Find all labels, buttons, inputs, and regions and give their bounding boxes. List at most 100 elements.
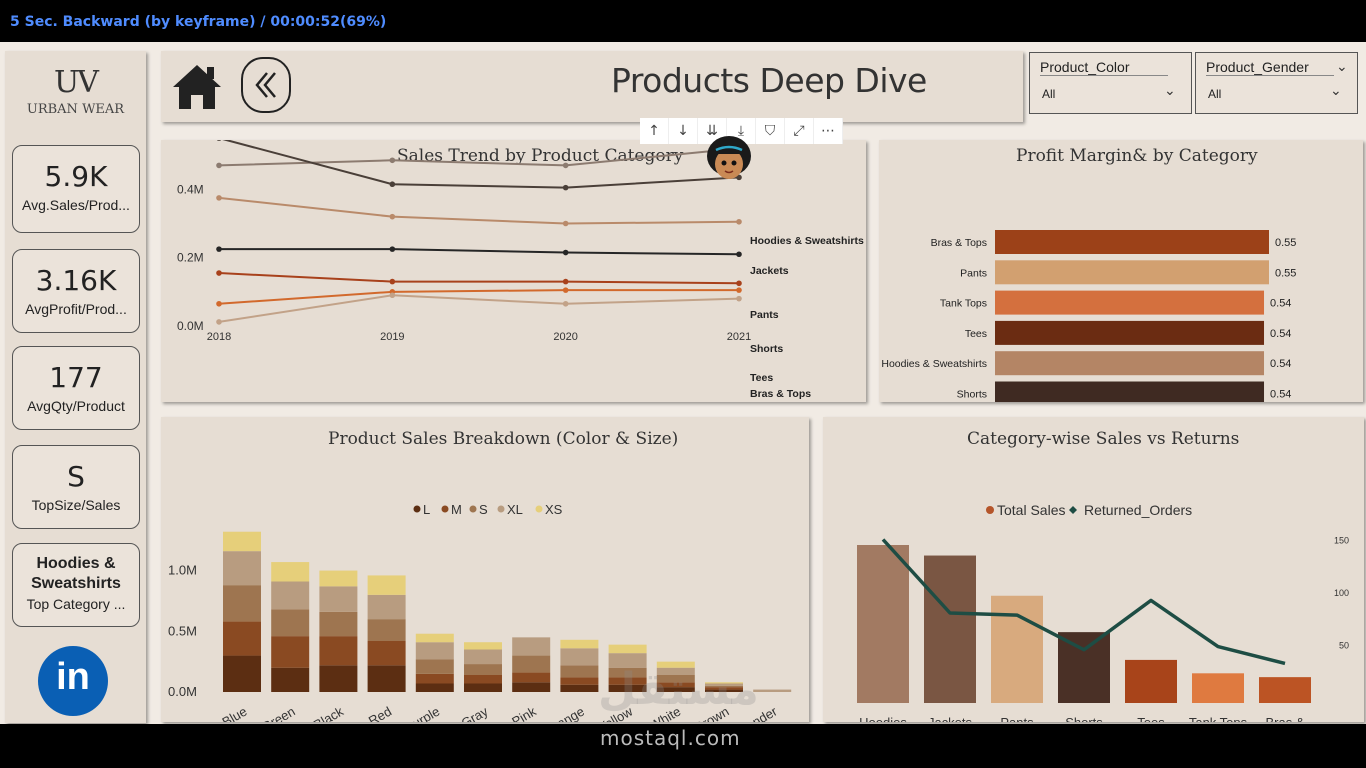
bar-segment xyxy=(415,633,454,643)
legend-marker xyxy=(413,505,421,513)
bar-segment xyxy=(656,687,695,692)
arrow-down-icon[interactable]: ↓ xyxy=(669,118,698,144)
kpi-label: Avg.Sales/Prod... xyxy=(22,197,130,213)
home-button[interactable] xyxy=(169,59,225,115)
legend-marker xyxy=(986,506,994,514)
data-point xyxy=(736,251,742,258)
slicer-product-color[interactable]: Product_Color All ⌄ xyxy=(1029,52,1192,114)
category-label: Tees xyxy=(965,328,987,340)
arrow-up-icon[interactable]: ↑ xyxy=(640,118,669,144)
bar-segment xyxy=(464,683,502,692)
brand-logo: UV URBAN WEAR xyxy=(5,65,146,117)
chevron-down-icon[interactable]: ⌄ xyxy=(1330,83,1342,99)
hbar-chart-profit-margin: Bras & Tops 0.55 Pants 0.55 Tank Tops 0.54 Tee… xyxy=(881,230,1296,402)
bar-segment xyxy=(705,682,743,684)
kpi-value: Hoodies & Sweatshirts xyxy=(31,555,121,592)
bar-segment xyxy=(560,648,599,666)
y-tick-label: 0.2M xyxy=(177,251,204,265)
data-label: 0.54 xyxy=(1270,298,1291,310)
kpi-card-avg-profit: 3.16K AvgProfit/Prod... xyxy=(12,249,140,333)
chevron-down-icon[interactable]: ⌄ xyxy=(1336,59,1348,75)
kpi-card-top-size: S TopSize/Sales xyxy=(12,445,140,529)
bar-segment xyxy=(512,655,551,673)
x-tick-label: Hoodies xyxy=(859,715,907,722)
legend-label: Returned_Orders xyxy=(1084,502,1192,518)
data-point xyxy=(216,162,222,169)
bar-segment xyxy=(656,667,695,675)
bar-segment xyxy=(271,562,310,582)
legend-label: M xyxy=(451,502,462,517)
player-bottom-bar xyxy=(0,724,1366,768)
x-tick-label: Black xyxy=(311,703,346,722)
bar-segment xyxy=(367,665,406,692)
watermark-arabic: مستقل xyxy=(598,664,759,715)
brand-logo-mark: UV xyxy=(54,65,99,100)
series-line xyxy=(218,294,740,323)
series-line xyxy=(218,196,740,225)
y-tick-label-right: 150 xyxy=(1334,536,1349,546)
data-point xyxy=(562,162,569,169)
bar-segment xyxy=(512,682,551,692)
x-tick-label: 2018 xyxy=(207,331,231,343)
data-point xyxy=(736,295,742,302)
bar-segment xyxy=(753,689,792,692)
series-label: Tees xyxy=(750,372,773,384)
bar-segment xyxy=(464,664,502,675)
series-label: Hoodies & Sweatshirts xyxy=(750,235,864,247)
data-point xyxy=(736,287,742,293)
bar-segment xyxy=(271,667,310,692)
slicer-value: All xyxy=(1208,87,1222,101)
x-tick-label: Tank Tops xyxy=(1189,715,1248,722)
bar-segment xyxy=(223,531,261,552)
bar-segment xyxy=(415,673,454,684)
bar xyxy=(924,555,976,703)
bar-segment xyxy=(464,649,502,665)
data-label: 0.55 xyxy=(1275,267,1296,279)
bar-segment xyxy=(319,636,358,666)
more-options-icon[interactable]: ⋯ xyxy=(814,118,843,144)
data-label: 0.54 xyxy=(1270,389,1291,401)
slicer-value: All xyxy=(1042,87,1056,101)
chevron-down-icon[interactable]: ⌄ xyxy=(1164,83,1176,99)
category-label: Shorts xyxy=(957,389,987,401)
filter-icon[interactable]: ⛉ xyxy=(756,118,785,144)
category-label: Hoodies & Sweatshirts xyxy=(881,358,987,370)
slicer-product-gender[interactable]: Product_Gender All ⌄ ⌄ xyxy=(1195,52,1358,114)
bar-segment xyxy=(271,609,310,637)
bar xyxy=(991,595,1043,703)
data-point xyxy=(562,287,569,293)
bar xyxy=(857,545,909,703)
data-label: 0.55 xyxy=(1275,237,1296,249)
bar-segment xyxy=(223,551,261,586)
linkedin-button[interactable]: in xyxy=(38,646,108,716)
x-tick-label: Purple xyxy=(402,704,442,722)
bar xyxy=(995,230,1269,254)
bar xyxy=(995,381,1265,402)
data-point xyxy=(736,280,742,287)
series-line xyxy=(219,248,740,256)
x-tick-label: Pants xyxy=(1000,715,1034,722)
bar-segment xyxy=(223,621,261,656)
bar-segment xyxy=(512,637,551,656)
focus-mode-icon[interactable]: ⤢ xyxy=(785,118,814,144)
y-tick-label-right: 50 xyxy=(1339,641,1349,651)
series-line xyxy=(218,147,740,167)
bar xyxy=(995,320,1265,345)
kpi-label: Top Category ... xyxy=(26,596,126,612)
y-tick-label-right: 100 xyxy=(1334,588,1349,598)
y-tick-label: 0.5M xyxy=(168,623,197,638)
data-point xyxy=(562,278,569,285)
back-button[interactable] xyxy=(241,57,291,113)
kpi-card-top-category: Hoodies & Sweatshirts Top Category ... xyxy=(12,543,140,627)
data-point xyxy=(562,300,569,307)
data-point xyxy=(389,157,396,164)
kpi-label: AvgQty/Product xyxy=(27,398,125,414)
data-point xyxy=(562,220,569,227)
category-label: Bras & Tops xyxy=(931,237,987,249)
series-label: Bras & Tops xyxy=(750,388,811,400)
bar xyxy=(995,260,1269,285)
x-tick-label: Pink xyxy=(509,703,539,722)
bar-segment xyxy=(319,586,358,612)
data-point xyxy=(389,181,396,188)
category-label: Pants xyxy=(960,267,987,279)
